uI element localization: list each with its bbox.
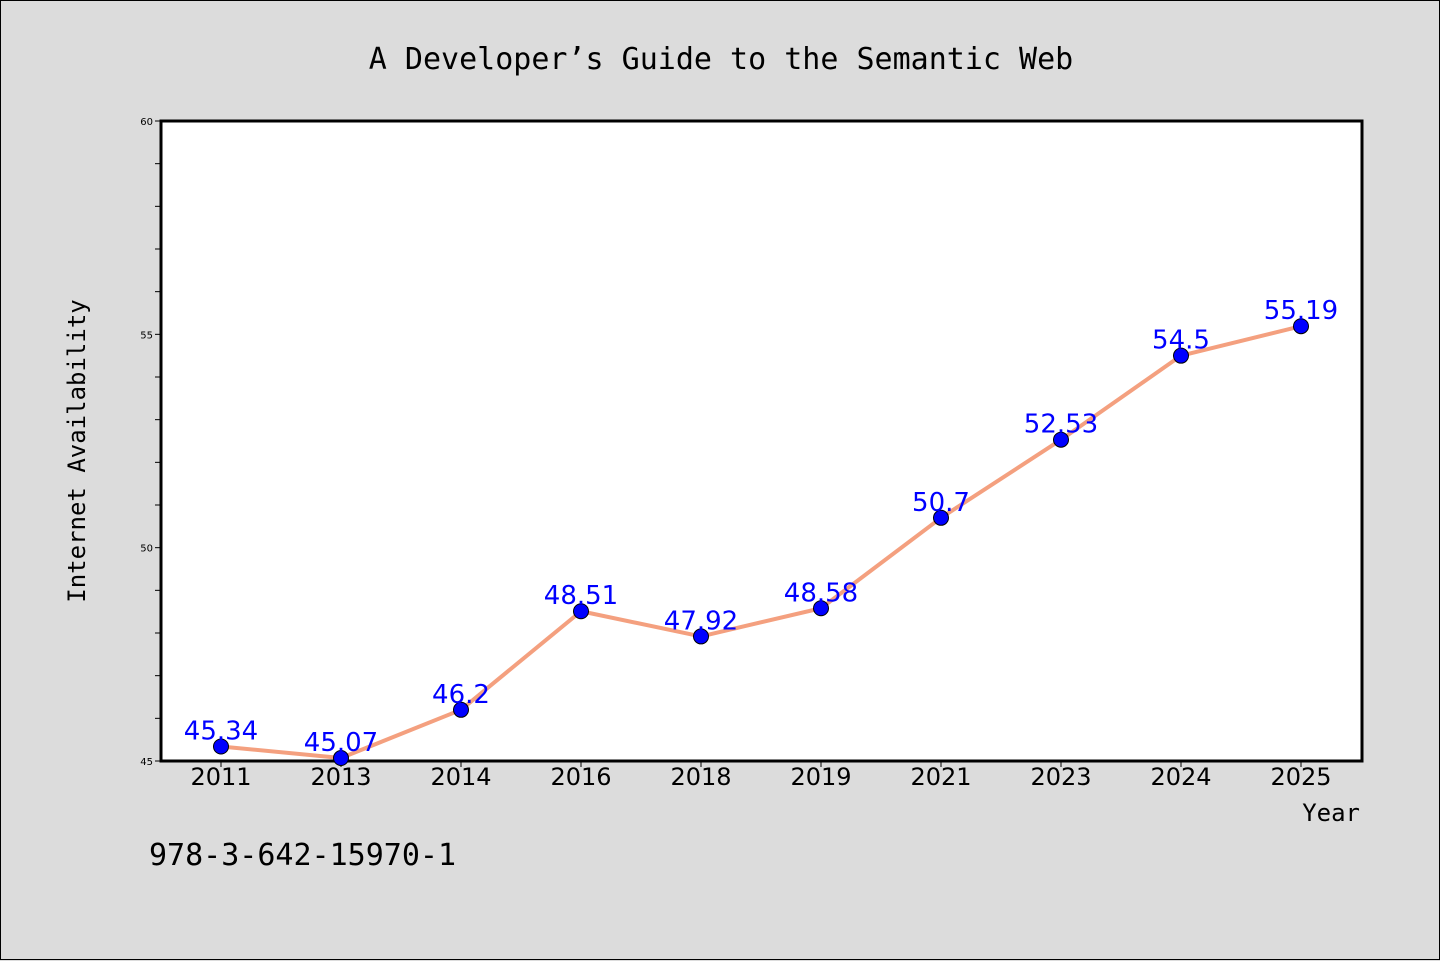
data-label: 45.07 (304, 728, 378, 758)
data-label: 48.51 (544, 581, 618, 611)
x-tick-label: 2019 (790, 763, 851, 791)
data-label: 48.58 (784, 578, 858, 608)
data-label: 45.34 (184, 716, 258, 746)
x-axis-label: Year (1302, 799, 1360, 827)
x-tick-label: 2024 (1150, 763, 1211, 791)
x-tick-label: 2023 (1030, 763, 1091, 791)
x-tick-label: 2018 (670, 763, 731, 791)
data-label: 50.7 (912, 488, 970, 518)
data-point (813, 600, 829, 617)
data-point (333, 750, 349, 767)
data-point (213, 738, 229, 755)
data-label: 52.53 (1024, 410, 1098, 440)
series-layer: 45.34 45.07 46.2 48.51 47.92 48.58 50.7 52.53 54… (184, 296, 1338, 767)
series-line (220, 324, 1302, 761)
x-axis: 2011 2013 2014 2016 2018 2019 2021 2023 2024 2025 (190, 761, 1332, 791)
x-tick-label: 2011 (190, 763, 251, 791)
x-tick-label: 2014 (430, 763, 491, 791)
y-axis: 45 50 55 60 (140, 117, 161, 768)
y-tick-label: 50 (140, 544, 153, 555)
data-label: 55.19 (1264, 296, 1338, 326)
y-tick-label: 60 (140, 117, 153, 128)
isbn-note: 978-3-642-15970-1 (149, 838, 456, 873)
data-point (1293, 318, 1309, 335)
data-point (1173, 347, 1189, 364)
data-point (573, 603, 589, 620)
chart-title: A Developer’s Guide to the Semantic Web (369, 42, 1073, 77)
data-label: 46.2 (432, 680, 490, 710)
x-tick-label: 2021 (910, 763, 971, 791)
data-point (453, 701, 469, 718)
plot-area (159, 119, 1364, 763)
data-label: 47.92 (664, 606, 738, 636)
x-tick-label: 2025 (1270, 763, 1331, 791)
data-point (1053, 431, 1069, 448)
y-axis-label: Internet Availability (63, 299, 91, 602)
x-tick-label: 2013 (310, 763, 371, 791)
x-tick-label: 2016 (550, 763, 611, 791)
data-point (933, 509, 949, 526)
data-label: 54.5 (1152, 326, 1210, 356)
y-tick-label: 45 (140, 757, 153, 768)
y-tick-label: 55 (140, 330, 153, 341)
data-point (693, 628, 709, 645)
